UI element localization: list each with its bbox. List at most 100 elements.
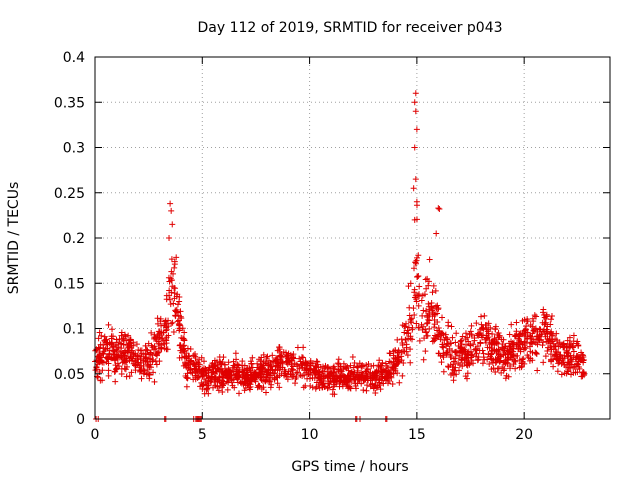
data-point [431,324,438,331]
data-point [258,386,265,393]
data-point [529,349,536,356]
data-point [444,340,451,347]
data-point [123,358,130,365]
data-point [496,332,503,339]
data-point [325,384,332,391]
data-point [202,365,209,372]
data-point [158,335,165,342]
data-point [168,289,175,296]
data-point [437,352,444,359]
data-point [467,342,474,349]
data-point [300,344,307,351]
data-point [298,361,305,368]
data-point [167,296,174,303]
data-point [467,354,474,361]
data-point [456,352,463,359]
data-point [151,343,158,350]
data-point [468,348,475,355]
data-point [480,350,487,357]
data-point [176,293,183,300]
data-point [512,365,519,372]
y-tick-label: 0.4 [63,50,85,66]
data-point [187,345,194,352]
x-tick-label: 10 [301,427,319,443]
data-point [181,329,188,336]
data-point [254,360,261,367]
data-point [336,383,343,390]
data-point [313,358,320,365]
data-point [157,344,164,351]
data-point [293,369,300,376]
data-point [119,336,126,343]
data-point [568,361,575,368]
data-point [232,350,239,357]
data-point [338,367,345,374]
data-point [554,353,561,360]
data-point [224,372,231,379]
data-point [396,379,403,386]
data-point [300,354,307,361]
data-point [377,363,384,370]
data-point [389,380,396,387]
data-point [239,362,246,369]
data-point [412,176,419,183]
data-point [105,360,112,367]
data-point [168,320,175,327]
data-point [423,285,430,292]
data-point [111,357,118,364]
data-point [302,359,309,366]
data-point [276,344,283,351]
data-point [440,344,447,351]
data-point [114,360,121,367]
data-point [483,322,490,329]
data-point [480,332,487,339]
data-point [347,362,354,369]
data-point [434,327,441,334]
data-point [450,377,457,384]
data-point [445,363,452,370]
data-point [331,391,338,398]
data-point [181,342,188,349]
data-point [385,364,392,371]
data-point [409,326,416,333]
data-point [128,349,135,356]
data-point [379,359,386,366]
data-point [309,384,316,391]
data-point [472,346,479,353]
data-point [558,371,565,378]
data-point [500,359,507,366]
data-point [155,340,162,347]
data-point [533,351,540,358]
data-point [426,256,433,263]
data-point [153,361,160,368]
data-point [166,278,173,285]
data-point [105,372,112,379]
data-point [315,372,322,379]
data-point [475,356,482,363]
data-point [199,373,206,380]
data-point [238,380,245,387]
data-point [498,336,505,343]
data-point [281,366,288,373]
data-point [337,363,344,370]
data-point [545,344,552,351]
data-point [567,343,574,350]
data-point [513,319,520,326]
data-point [531,312,538,319]
grid-lines [95,57,610,419]
data-point [447,362,454,369]
data-point [356,360,363,367]
data-point [247,367,254,374]
data-point [536,336,543,343]
data-point [144,347,151,354]
data-point [423,328,430,335]
data-point [464,375,471,382]
data-point [250,374,257,381]
data-point [439,341,446,348]
data-point [544,323,551,330]
data-point [260,351,267,358]
data-point [257,361,264,368]
data-point [330,364,337,371]
data-point [113,336,120,343]
data-point [519,317,526,324]
